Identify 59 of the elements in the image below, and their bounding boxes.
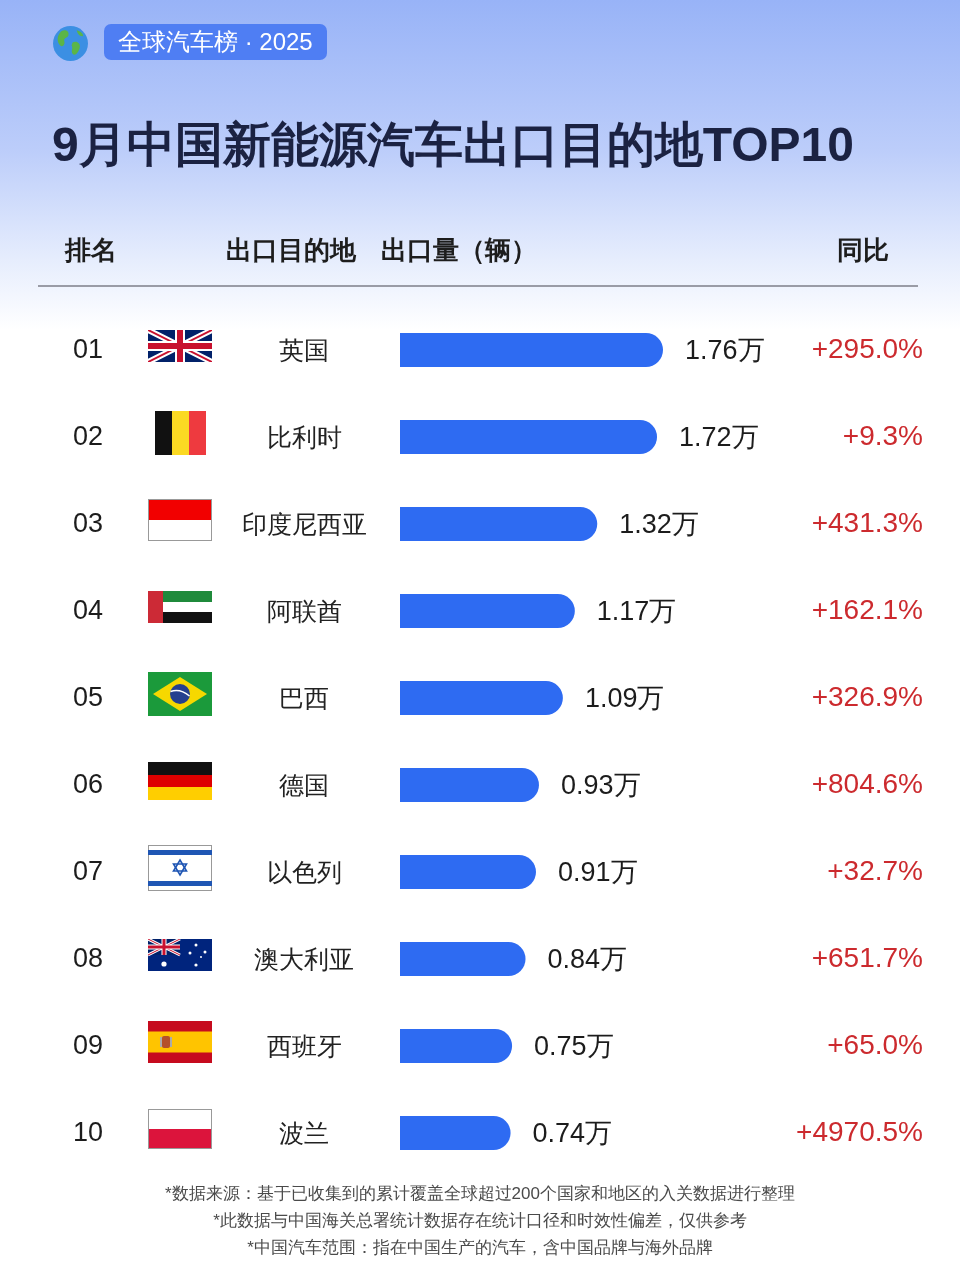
data-label: 1.09万	[584, 683, 665, 713]
bar	[400, 420, 658, 454]
text: 同比	[837, 235, 889, 265]
bar	[400, 594, 575, 628]
bar	[400, 942, 526, 976]
text: 02	[72, 420, 104, 451]
y-tick-label: 英国	[279, 336, 329, 364]
text: +295.0%	[811, 333, 923, 364]
text: *中国汽车范围：指在中国生产的汽车，含中国品牌与海外品牌	[247, 1237, 713, 1257]
text: 10	[72, 1116, 104, 1147]
bar	[400, 507, 598, 541]
text: 01	[72, 333, 104, 364]
text: *数据来源：基于已收集到的累计覆盖全球超过200个国家和地区的入关数据进行整理	[165, 1183, 795, 1203]
data-label: 0.84万	[547, 944, 628, 974]
text: +4970.5%	[796, 1116, 923, 1147]
text: +162.1%	[811, 594, 923, 625]
text: +32.7%	[827, 855, 923, 886]
y-tick-label: 西班牙	[266, 1032, 342, 1060]
text: +431.3%	[811, 507, 923, 538]
y-tick-label: 印度尼西亚	[241, 510, 367, 538]
x-axis-title: 出口量（辆）	[381, 235, 537, 265]
data-label: 1.32万	[619, 509, 699, 539]
bar	[400, 855, 536, 889]
text: *此数据与中国海关总署统计数据存在统计口径和时效性偏差，仅供参考	[213, 1210, 747, 1230]
text: 07	[72, 855, 104, 886]
text: 08	[72, 942, 104, 973]
bar	[400, 681, 563, 715]
y-tick-label: 巴西	[279, 684, 329, 712]
y-tick-label: 比利时	[266, 423, 342, 451]
text: 排名	[65, 235, 117, 265]
text: 09	[72, 1029, 104, 1060]
data-label: 1.76万	[685, 335, 765, 365]
text: 06	[72, 768, 104, 799]
text: 05	[72, 681, 104, 712]
text: 04	[72, 594, 104, 625]
text: +651.7%	[811, 942, 923, 973]
text: +9.3%	[842, 420, 923, 451]
data-label: 0.91万	[557, 857, 638, 887]
chart-subtitle: 全球汽车榜 · 2025	[104, 24, 327, 60]
y-tick-label: 澳大利亚	[254, 945, 354, 973]
y-tick-label: 以色列	[266, 858, 342, 886]
bar	[400, 1116, 511, 1150]
y-axis-title: 出口目的地	[226, 235, 356, 265]
text: +65.0%	[827, 1029, 923, 1060]
data-label: 0.74万	[532, 1118, 613, 1148]
y-tick-label: 阿联酋	[266, 597, 342, 625]
text: +804.6%	[811, 768, 923, 799]
bar	[400, 333, 663, 367]
bar	[400, 1029, 513, 1063]
bar	[400, 768, 539, 802]
text: 03	[72, 507, 104, 538]
text: +326.9%	[811, 681, 923, 712]
y-tick-label: 德国	[279, 771, 329, 799]
data-label: 1.17万	[596, 596, 677, 626]
data-label: 0.93万	[560, 770, 641, 800]
data-label: 1.72万	[679, 422, 759, 452]
chart-title: 9月中国新能源汽车出口目的地TOP10	[52, 118, 854, 171]
y-tick-label: 波兰	[279, 1119, 329, 1147]
data-label: 0.75万	[534, 1031, 614, 1061]
